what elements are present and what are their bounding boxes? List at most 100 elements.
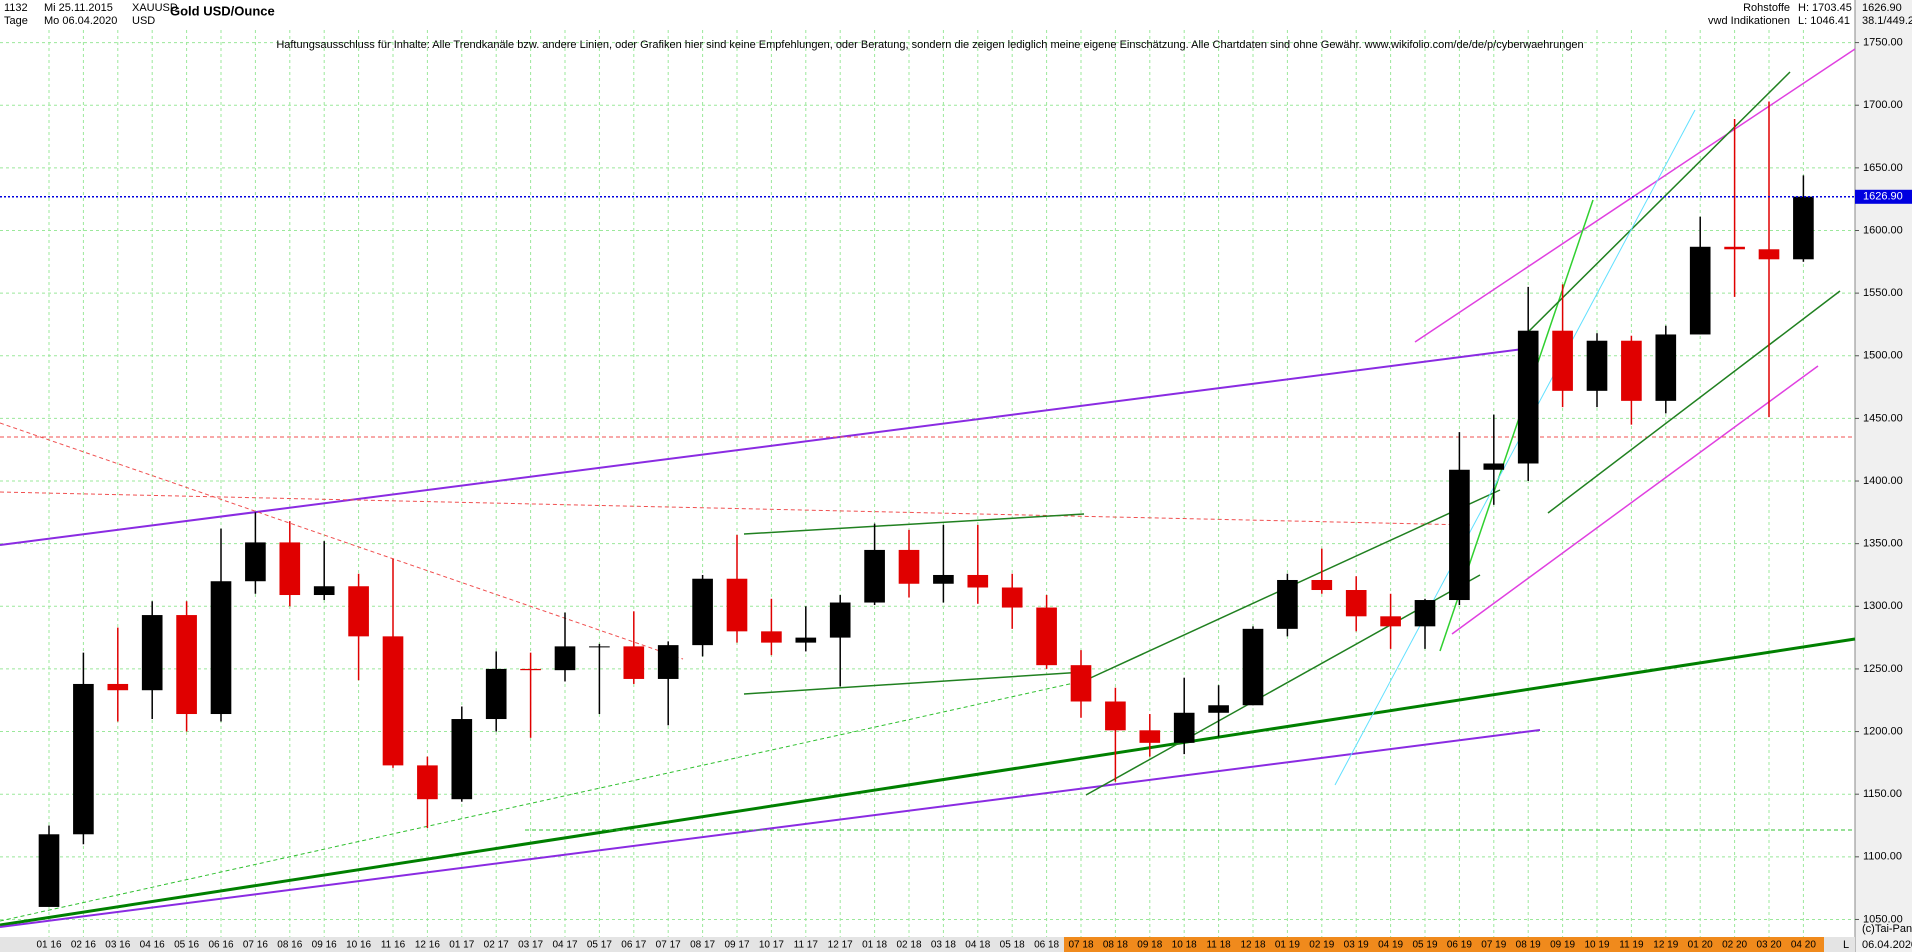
y-tick-label: 1650.00 [1863,162,1903,174]
high-label: H: 1703.45 [1798,2,1852,14]
x-tick-label: 05 18 [1000,940,1025,951]
candle-body [692,578,713,646]
trend-lines [0,48,1856,928]
candle-body [1483,463,1505,470]
x-tick-label: 10 16 [346,940,371,951]
x-tick-label: 11 18 [1206,940,1231,951]
x-tick-label: 02 16 [71,940,96,951]
x-tick-label: 11 17 [794,940,819,951]
candle-body [1173,712,1195,743]
candle-body [864,549,885,603]
x-tick-label: 09 16 [312,940,337,951]
x-tick-label: 09 18 [1137,940,1162,951]
candle-body [210,581,232,715]
y-tick-label: 1450.00 [1863,412,1903,424]
candle-body [898,549,920,584]
x-tick-label: 06 18 [1034,940,1059,951]
candle-body [348,586,369,637]
x-axis-highlight [1064,937,1824,952]
candle-body [1311,579,1333,591]
candle-body [1380,616,1401,627]
low-label: L: 1046.41 [1798,15,1850,27]
x-tick-label: 01 16 [36,940,61,951]
x-tick-label: 09 19 [1550,940,1575,951]
x-tick-label: 09 17 [724,940,749,951]
y-tick-label: 1550.00 [1863,287,1903,299]
copyright: (c)Tai-Pan [1862,923,1912,935]
candle-body [1139,730,1161,743]
candle-body [313,586,335,596]
candle-body [1345,590,1367,617]
x-tick-label: 05 16 [174,940,199,951]
x-tick-label: 07 16 [243,940,268,951]
ratio: 38.1/449.2 [1862,15,1912,27]
candle-body [1758,249,1780,260]
x-tick-label: 10 18 [1172,940,1197,951]
candle-body [657,645,679,679]
candle-body [967,574,989,588]
x-tick-label: 12 18 [1240,940,1265,951]
candle-body [485,668,507,720]
x-tick-label: 06 19 [1447,940,1472,951]
y-tick-label: 1250.00 [1863,663,1903,675]
candle-body [1586,340,1608,391]
period: Tage [4,15,28,27]
candle-body [73,683,94,835]
current-price-label: 1626.90 [1863,191,1903,203]
x-tick-label: 12 17 [828,940,853,951]
start-date: Mi 25.11.2015 [44,2,113,14]
candle-body [726,578,748,632]
plot-area [0,0,1855,937]
candle-body [417,765,438,800]
symbol: XAUUSD [132,2,178,14]
footer-date: 06.04.2020 [1862,939,1912,951]
x-tick-label: 10 19 [1584,940,1609,951]
y-tick-label: 1400.00 [1863,475,1903,487]
candle-body [1242,628,1264,706]
y-tick-label: 1700.00 [1863,99,1903,111]
y-tick-label: 1300.00 [1863,600,1903,612]
scale-type: L [1843,939,1849,951]
candle-body [1414,600,1436,627]
x-tick-label: 03 20 [1756,940,1781,951]
candle-body [1724,246,1745,250]
candle-body [761,631,782,643]
candle-body [382,636,404,766]
y-tick-label: 1050.00 [1863,913,1903,925]
candle-body [1277,579,1298,629]
x-tick-label: 01 20 [1688,940,1713,951]
chart-title: Gold USD/Ounce [170,3,275,18]
candle-body [795,637,817,643]
x-tick-label: 03 17 [518,940,543,951]
candle-body [1689,246,1711,335]
x-tick-label: 04 20 [1791,940,1816,951]
candle-body [1552,330,1573,391]
x-tick-label: 02 20 [1722,940,1747,951]
y-tick-label: 1200.00 [1863,725,1903,737]
last-price: 1626.90 [1862,2,1902,14]
candle-body [176,615,197,715]
x-tick-label: 08 17 [690,940,715,951]
group: Rohstoffe [1743,2,1790,14]
x-tick-label: 02 19 [1309,940,1334,951]
y-tick-label: 1600.00 [1863,224,1903,236]
x-tick-label: 08 19 [1516,940,1541,951]
source: vwd Indikationen [1708,15,1790,27]
candle-body [107,683,129,691]
x-tick-label: 03 16 [105,940,130,951]
candle-body [279,542,301,596]
x-tick-label: 02 17 [484,940,509,951]
x-tick-label: 04 17 [552,940,577,951]
x-tick-label: 01 18 [862,940,887,951]
x-tick-label: 06 17 [621,940,646,951]
bar-count: 1132 [4,2,28,14]
current-price-box [1855,189,1912,204]
candle-body [933,574,954,584]
right-axis-area [1855,0,1912,952]
candle-body [520,668,541,671]
x-tick-label: 03 18 [931,940,956,951]
candle-body [245,542,266,582]
candle-body [1001,587,1023,608]
x-tick-label: 03 19 [1344,940,1369,951]
